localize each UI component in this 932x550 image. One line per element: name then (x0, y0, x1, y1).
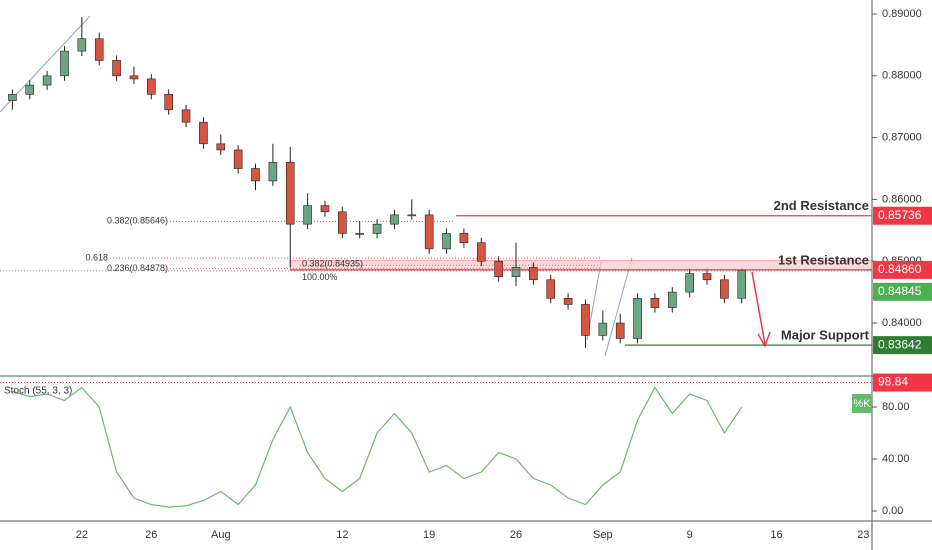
candle-body (25, 84, 35, 95)
candle-body (112, 60, 121, 77)
indicator-name: Stoch (55, 3, 3) (4, 386, 72, 397)
candle-body (424, 214, 434, 250)
x-tick-label: 26 (145, 529, 157, 541)
price-label-box (873, 282, 932, 301)
y-tick-label: 0.86000 (882, 193, 922, 205)
price-label: 0.83642 (878, 337, 922, 351)
candle-body (407, 214, 417, 217)
price-label-box (873, 206, 932, 225)
x-tick-label: Sep (593, 529, 613, 541)
x-tick-label: 26 (510, 529, 522, 541)
candle-body (285, 162, 295, 225)
series-tag-box (852, 394, 872, 413)
fib-label: 0.382(0.85646) (107, 216, 168, 226)
candle-body (372, 223, 382, 234)
candle-body (60, 50, 69, 77)
candle-body (667, 291, 677, 308)
price-label-box (873, 260, 932, 279)
fib-label: 0.382(0.84935) (302, 259, 363, 269)
x-tick-label: 22 (76, 529, 88, 541)
candle-body (8, 94, 17, 101)
candle-body (476, 242, 486, 262)
fib-label: 100.00% (302, 272, 338, 282)
level-name: 1st Resistance (778, 252, 869, 267)
candle-body (94, 38, 104, 61)
candle-body (615, 322, 625, 339)
candle-body (42, 75, 52, 86)
y-tick-label: 0.87000 (882, 132, 922, 144)
candle-body (355, 233, 365, 235)
candle-body (233, 149, 243, 169)
candle-body (529, 267, 538, 281)
price-label: 98.84 (878, 375, 908, 389)
candle-body (320, 205, 330, 213)
y-tick-label: 0.88000 (882, 70, 922, 82)
candle-body (459, 233, 469, 243)
price-label: 0.84845 (878, 284, 922, 298)
fib-label: 0.618 (85, 253, 108, 263)
candle-body (216, 143, 226, 151)
x-tick-label: 16 (770, 529, 782, 541)
candle-body (633, 298, 642, 339)
candle-body (199, 121, 208, 145)
y-tick-label: 0.00 (882, 505, 903, 517)
candle-body (181, 109, 191, 123)
price-label: 0.84860 (878, 262, 922, 276)
x-tick-label: 12 (336, 529, 348, 541)
candle-body (338, 211, 347, 234)
candle-body (563, 298, 573, 305)
candle-body (442, 233, 451, 250)
y-tick-label: 80.00 (882, 401, 910, 413)
candle-body (546, 279, 556, 299)
candle-body (147, 78, 156, 95)
last-price-group: 0.84845 (873, 282, 932, 301)
price-label: 0.85736 (878, 208, 922, 222)
x-tick-label: 19 (423, 529, 435, 541)
candle-body (598, 322, 608, 336)
candle-body (494, 260, 503, 277)
y-tick-label: 40.00 (882, 453, 910, 465)
candle-body (511, 267, 521, 277)
x-tick-label: 9 (687, 529, 693, 541)
candle-body (581, 304, 590, 336)
candle-body (303, 205, 312, 225)
candle-body (650, 298, 660, 308)
candle-body (685, 273, 694, 293)
candle-body (390, 214, 399, 225)
candle-body (129, 75, 139, 80)
candle-body (720, 279, 729, 299)
candle-body (164, 94, 173, 111)
x-tick-label: 23 (857, 529, 869, 541)
level-name: 2nd Resistance (774, 198, 869, 213)
stoch-line (12, 386, 743, 508)
x-tick-label: Aug (211, 529, 231, 541)
forecast-arrow (751, 271, 771, 348)
price-label-box (873, 336, 932, 355)
level-name: Major Support (781, 328, 870, 343)
candle-body (251, 168, 260, 182)
y-tick-label: 0.84000 (882, 317, 922, 329)
y-tick-label: 0.89000 (882, 8, 922, 20)
price-label-box (873, 373, 932, 392)
fib-label: 0.236(0.84878) (107, 263, 168, 273)
candle-body (737, 270, 747, 299)
series-tag: %K (853, 398, 871, 410)
candle-body (268, 162, 278, 182)
candle-body (702, 273, 712, 281)
candle-body (77, 38, 87, 52)
